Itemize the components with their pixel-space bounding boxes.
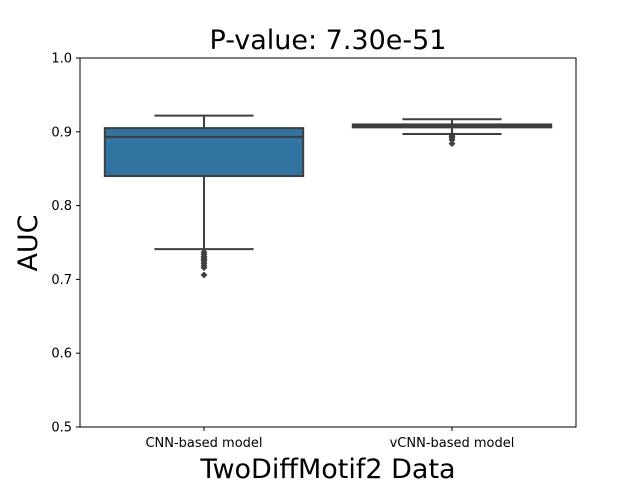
y-tick-label: 0.5	[51, 421, 72, 436]
outlier-point	[200, 271, 208, 279]
box-iqr	[103, 127, 305, 178]
outlier-point	[448, 140, 456, 148]
x-axis-label: TwoDiffMotif2 Data	[199, 454, 455, 480]
y-tick-label: 0.8	[51, 199, 72, 214]
axes-frame	[79, 57, 577, 428]
y-tick-label: 1.0	[51, 52, 72, 67]
x-tick-label: CNN-based model	[145, 436, 262, 451]
plot-area: 0.5 0.6 0.7 0.8 0.9 1.0 CNN-based model vCNN-ba…	[51, 52, 577, 451]
y-tick-label: 0.6	[51, 347, 72, 362]
x-tick-label: vCNN-based model	[390, 436, 515, 451]
y-tick-label: 0.7	[51, 273, 72, 288]
outlier-point	[200, 264, 208, 272]
y-tick-label: 0.9	[51, 125, 72, 140]
chart-title: P-value: 7.30e-51	[210, 25, 447, 56]
y-axis-label: AUC	[13, 214, 44, 271]
